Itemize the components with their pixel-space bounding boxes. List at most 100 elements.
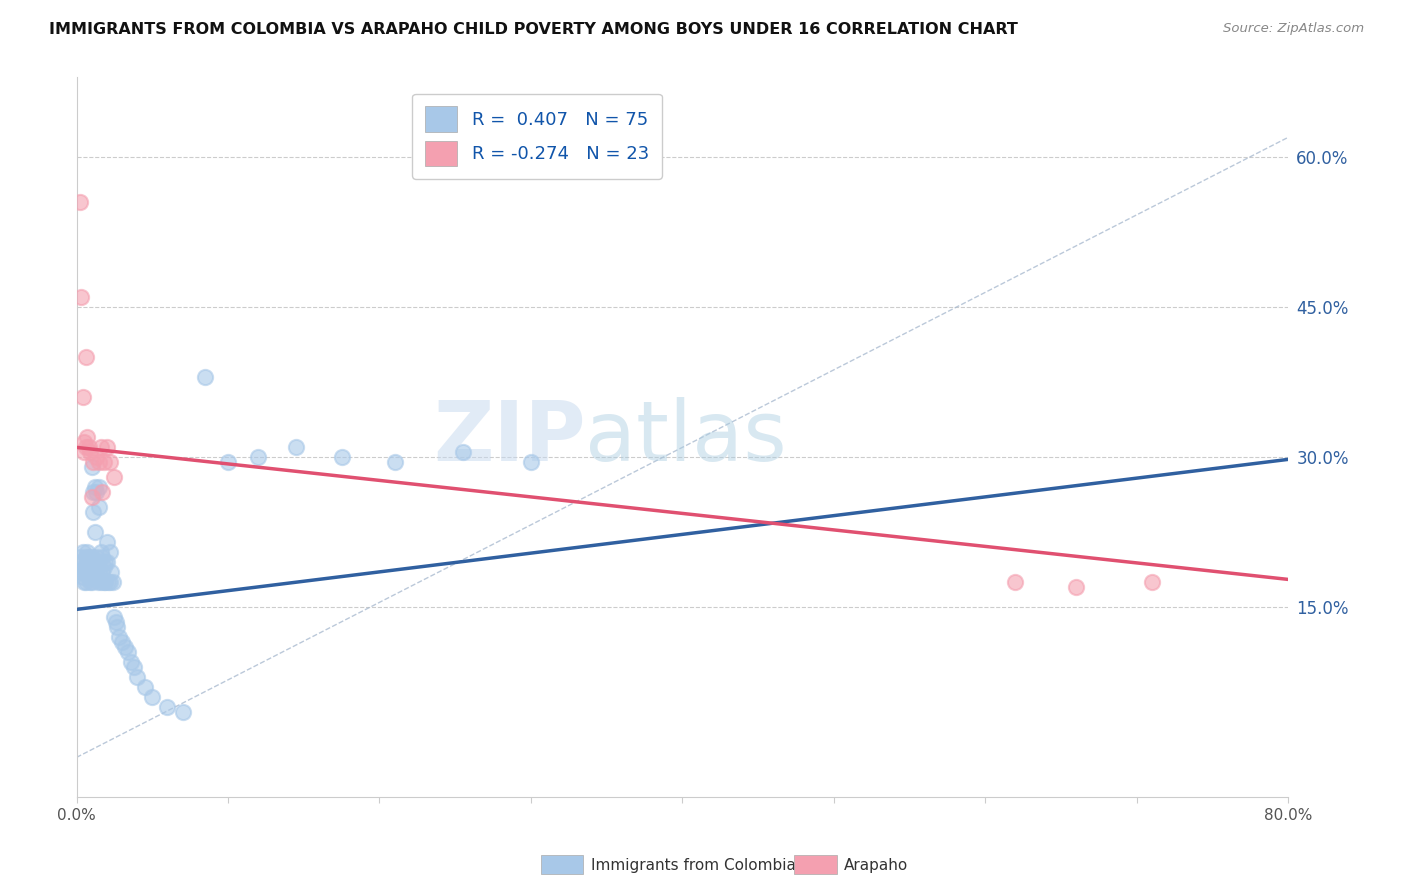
- Text: Immigrants from Colombia: Immigrants from Colombia: [591, 858, 796, 872]
- Text: Arapaho: Arapaho: [844, 858, 908, 872]
- Point: [72, 391, 94, 405]
- Point: [98, 455, 121, 469]
- Point: [83, 480, 105, 494]
- Point: [122, 660, 145, 674]
- Point: [76, 430, 98, 444]
- Point: [451, 445, 474, 459]
- Point: [83, 566, 105, 580]
- Point: [80, 575, 103, 590]
- Point: [156, 700, 179, 714]
- Point: [89, 566, 111, 580]
- Point: [217, 455, 239, 469]
- Point: [172, 706, 194, 720]
- Point: [70, 290, 93, 304]
- Point: [91, 566, 114, 580]
- Point: [76, 545, 98, 559]
- Point: [1004, 575, 1026, 590]
- Point: [98, 575, 121, 590]
- Point: [141, 690, 163, 705]
- Point: [80, 550, 103, 565]
- Point: [96, 441, 118, 455]
- Text: ZIP: ZIP: [433, 397, 585, 478]
- Point: [120, 656, 142, 670]
- Point: [107, 620, 129, 634]
- Point: [89, 480, 111, 494]
- Point: [134, 681, 156, 695]
- Point: [285, 441, 308, 455]
- Point: [103, 610, 125, 624]
- Point: [79, 555, 101, 569]
- Point: [91, 550, 114, 565]
- Point: [75, 575, 97, 590]
- Point: [98, 545, 121, 559]
- Point: [77, 570, 100, 584]
- Point: [82, 505, 104, 519]
- Point: [73, 445, 96, 459]
- Point: [93, 455, 115, 469]
- Point: [108, 631, 131, 645]
- Point: [114, 640, 136, 655]
- Point: [103, 470, 125, 484]
- Text: IMMIGRANTS FROM COLOMBIA VS ARAPAHO CHILD POVERTY AMONG BOYS UNDER 16 CORRELATIO: IMMIGRANTS FROM COLOMBIA VS ARAPAHO CHIL…: [49, 22, 1018, 37]
- Point: [96, 555, 118, 569]
- Point: [72, 570, 94, 584]
- Point: [80, 566, 103, 580]
- Point: [80, 491, 103, 505]
- Point: [73, 560, 96, 574]
- Point: [73, 575, 96, 590]
- Point: [87, 555, 110, 569]
- Point: [75, 351, 97, 365]
- Point: [84, 485, 107, 500]
- Point: [76, 566, 98, 580]
- Point: [82, 555, 104, 569]
- Point: [70, 566, 93, 580]
- Point: [77, 441, 100, 455]
- Point: [76, 555, 98, 569]
- Point: [1064, 581, 1087, 595]
- Point: [79, 575, 101, 590]
- Point: [117, 645, 139, 659]
- Point: [247, 450, 270, 465]
- Point: [111, 635, 134, 649]
- Point: [82, 485, 104, 500]
- Point: [75, 441, 97, 455]
- Point: [82, 455, 104, 469]
- Legend: R =  0.407   N = 75, R = -0.274   N = 23: R = 0.407 N = 75, R = -0.274 N = 23: [412, 94, 662, 179]
- Point: [84, 550, 107, 565]
- Point: [69, 195, 91, 210]
- Point: [520, 455, 543, 469]
- Point: [91, 485, 114, 500]
- Text: Source: ZipAtlas.com: Source: ZipAtlas.com: [1223, 22, 1364, 36]
- Point: [75, 550, 97, 565]
- Point: [97, 575, 120, 590]
- Point: [101, 575, 124, 590]
- Point: [69, 550, 91, 565]
- Point: [79, 445, 101, 459]
- Point: [94, 555, 117, 569]
- Point: [93, 560, 115, 574]
- Point: [72, 545, 94, 559]
- Point: [90, 575, 112, 590]
- Point: [84, 570, 107, 584]
- Point: [94, 575, 117, 590]
- Point: [75, 566, 97, 580]
- Point: [1140, 575, 1163, 590]
- Point: [80, 460, 103, 475]
- Point: [194, 370, 217, 384]
- Point: [77, 550, 100, 565]
- Point: [104, 615, 127, 630]
- Point: [90, 545, 112, 559]
- Point: [384, 455, 406, 469]
- Point: [93, 575, 115, 590]
- Point: [89, 455, 111, 469]
- Point: [73, 566, 96, 580]
- Point: [77, 560, 100, 574]
- Point: [84, 450, 107, 465]
- Point: [83, 525, 105, 540]
- Text: atlas: atlas: [585, 397, 787, 478]
- Point: [79, 566, 101, 580]
- Point: [73, 435, 96, 450]
- Point: [90, 441, 112, 455]
- Point: [100, 566, 122, 580]
- Point: [87, 575, 110, 590]
